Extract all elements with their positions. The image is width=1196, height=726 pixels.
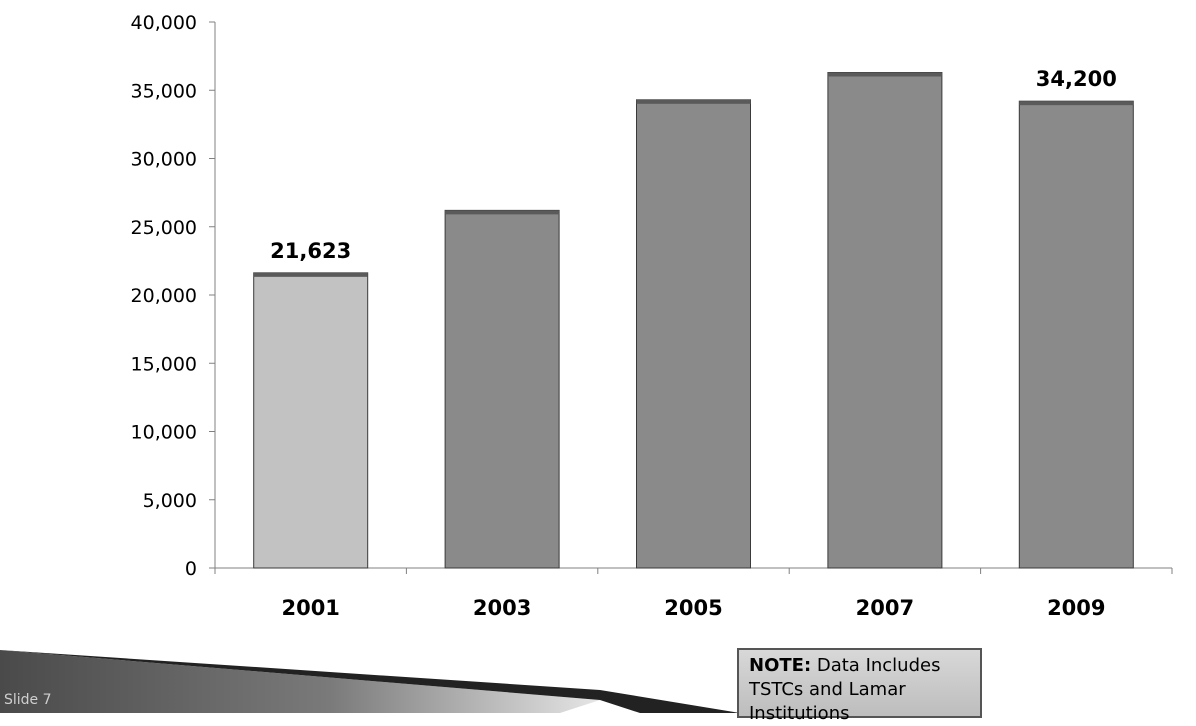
y-tick-label: 25,000 [131,217,197,239]
bar-top-edge [253,272,368,277]
y-tick-label: 30,000 [131,149,197,171]
bar [444,209,560,569]
x-category-label: 2005 [664,596,722,620]
decorative-swoosh [0,650,740,713]
bar [253,272,369,569]
x-category-label: 2009 [1047,596,1105,620]
bar-top-edge [827,72,942,77]
note-box: NOTE: Data Includes TSTCs and Lamar Inst… [737,648,982,724]
bar [827,72,943,569]
bar [1018,100,1134,569]
y-tick-label: 20,000 [131,285,197,307]
bar-top-edge [636,99,751,104]
y-tick-label: 15,000 [131,353,197,375]
bar-top-edge [445,210,560,215]
bar-top-edge [1019,101,1134,106]
y-tick-label: 0 [185,558,197,580]
y-tick-label: 35,000 [131,80,197,102]
bar [636,99,751,569]
slide-label: Slide 7 [4,692,52,708]
y-tick-label: 5,000 [143,490,197,512]
y-tick-label: 10,000 [131,422,197,444]
note-prefix: NOTE: [749,655,812,676]
x-category-label: 2003 [473,596,531,620]
data-label: 21,623 [270,239,351,263]
y-tick-label: 40,000 [131,12,197,34]
x-category-label: 2007 [856,596,914,620]
x-category-label: 2001 [281,596,339,620]
data-label: 34,200 [1036,67,1117,91]
